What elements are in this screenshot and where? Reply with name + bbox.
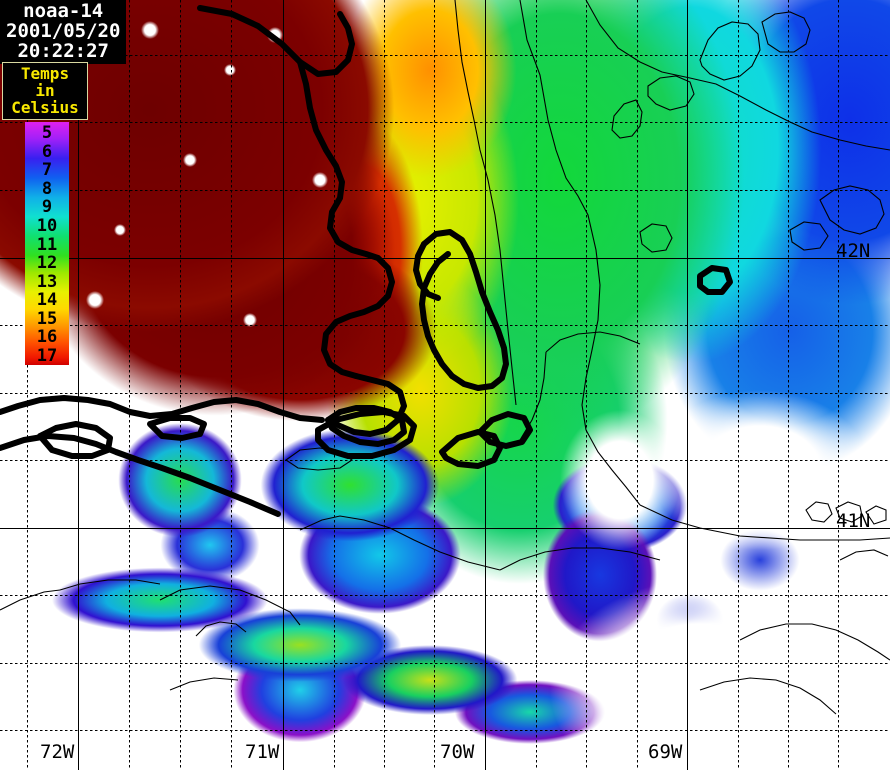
colorbar-tick-10: 10 bbox=[36, 216, 58, 236]
major-gridline-72w bbox=[78, 0, 79, 770]
minor-gridline-vertical bbox=[838, 0, 839, 770]
minor-gridline-horizontal bbox=[0, 663, 890, 664]
longitude-label-71w: 71W bbox=[245, 741, 280, 763]
minor-gridline-vertical bbox=[738, 0, 739, 770]
colorbar-tick-7: 7 bbox=[41, 160, 53, 180]
cloud-mask-polygons bbox=[0, 440, 890, 770]
satellite-name: noaa-14 bbox=[23, 0, 104, 22]
massachusetts-coastline bbox=[0, 5, 733, 517]
legend-title: Temps in Celsius bbox=[2, 62, 88, 120]
temperature-legend: Temps in Celsius 5 6 7 8 9 10 11 12 13 14 15 16 17 bbox=[2, 62, 88, 365]
major-gridline-69w bbox=[687, 0, 688, 770]
minor-gridline-vertical bbox=[586, 0, 587, 770]
colorbar-tick-11: 11 bbox=[36, 235, 58, 255]
legend-title-line3: Celsius bbox=[11, 98, 79, 117]
minor-gridline-vertical bbox=[637, 0, 638, 770]
minor-gridline-vertical bbox=[384, 0, 385, 770]
minor-gridline-horizontal bbox=[0, 122, 890, 123]
minor-gridline-vertical bbox=[334, 0, 335, 770]
minor-gridline-vertical bbox=[434, 0, 435, 770]
latitude-label-41n: 41N bbox=[836, 510, 871, 532]
minor-gridline-horizontal bbox=[0, 325, 890, 326]
longitude-label-72w: 72W bbox=[40, 741, 75, 763]
minor-gridline-horizontal bbox=[0, 730, 890, 731]
major-gridline-42n bbox=[0, 258, 890, 259]
colorbar-tick-14: 14 bbox=[36, 290, 58, 310]
minor-gridline-horizontal bbox=[0, 190, 890, 191]
minor-gridline-vertical bbox=[27, 0, 28, 770]
colorbar-tick-16: 16 bbox=[36, 327, 58, 347]
major-gridline-70w bbox=[485, 0, 486, 770]
legend-title-line2: in bbox=[35, 81, 55, 100]
major-gridline-41n bbox=[0, 528, 890, 529]
acquisition-date: 2001/05/20 bbox=[6, 20, 121, 42]
colorbar-tick-8: 8 bbox=[41, 179, 53, 199]
legend-title-line1: Temps bbox=[20, 64, 70, 83]
minor-gridline-horizontal bbox=[0, 595, 890, 596]
minor-gridline-vertical bbox=[129, 0, 130, 770]
colorbar-wrapper: 5 6 7 8 9 10 11 12 13 14 15 16 17 bbox=[25, 122, 69, 365]
minor-gridline-horizontal bbox=[0, 55, 890, 56]
longitude-label-69w: 69W bbox=[648, 741, 683, 763]
colorbar-tick-17: 17 bbox=[36, 346, 58, 366]
colorbar-tick-12: 12 bbox=[36, 253, 58, 273]
minor-gridline-horizontal bbox=[0, 393, 890, 394]
header-stamp: noaa-14 2001/05/20 20:22:27 bbox=[0, 0, 127, 64]
colorbar-tick-13: 13 bbox=[36, 272, 58, 292]
latitude-label-42n: 42N bbox=[836, 240, 871, 262]
minor-gridline-vertical bbox=[180, 0, 181, 770]
colorbar-tick-15: 15 bbox=[36, 309, 58, 329]
major-gridline-71w bbox=[283, 0, 284, 770]
minor-gridline-vertical bbox=[536, 0, 537, 770]
longitude-label-70w: 70W bbox=[440, 741, 475, 763]
minor-gridline-horizontal bbox=[0, 460, 890, 461]
minor-gridline-vertical bbox=[231, 0, 232, 770]
minor-gridline-vertical bbox=[788, 0, 789, 770]
colorbar-tick-6: 6 bbox=[41, 142, 53, 162]
colorbar-tick-9: 9 bbox=[41, 197, 53, 217]
colorbar-tick-5: 5 bbox=[41, 123, 53, 143]
state-boundary-lines bbox=[0, 0, 890, 715]
acquisition-time: 20:22:27 bbox=[17, 40, 109, 62]
colorbar-gradient bbox=[25, 122, 69, 365]
